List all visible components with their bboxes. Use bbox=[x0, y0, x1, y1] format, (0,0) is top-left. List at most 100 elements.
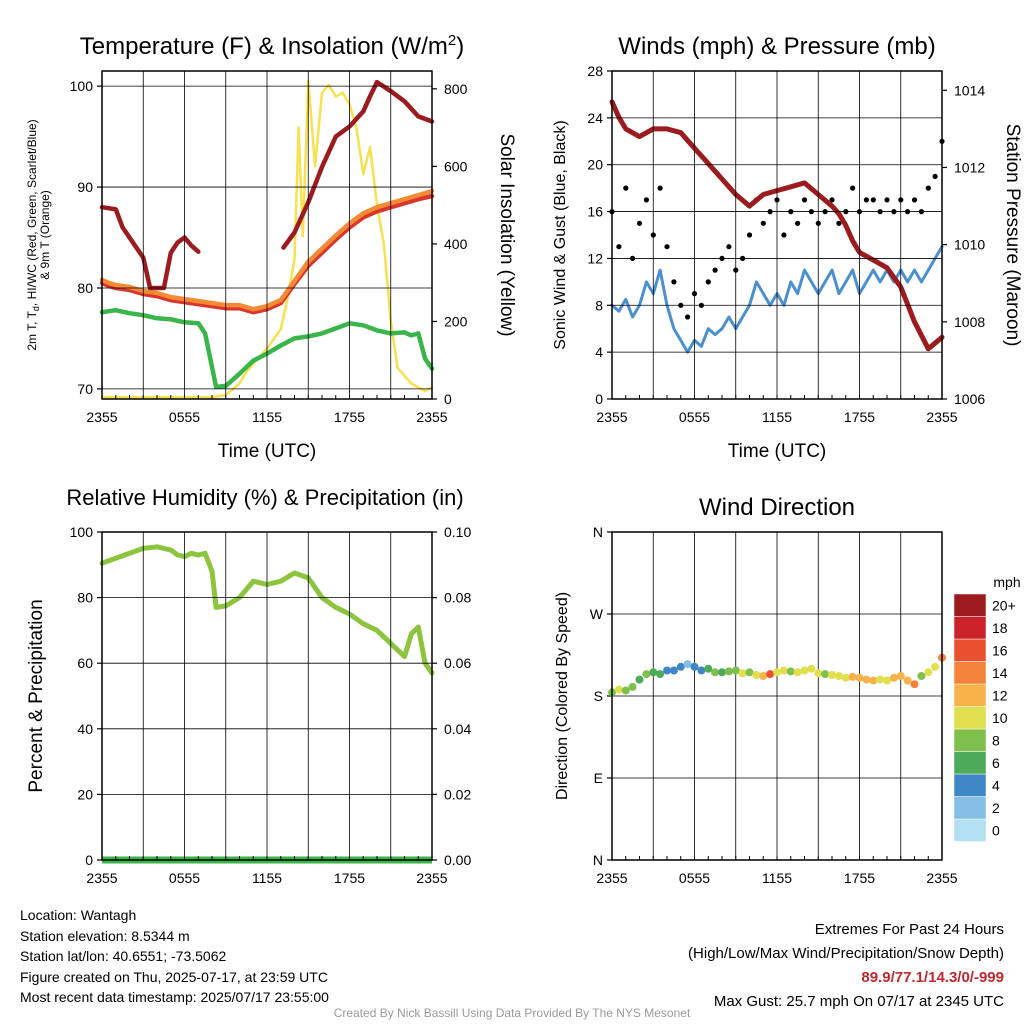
x-tick-label: 0555 bbox=[679, 870, 710, 886]
y-tick-label: 80 bbox=[77, 590, 93, 606]
max-gust-text: Max Gust: 25.7 mph On 07/17 at 2345 UTC bbox=[713, 993, 1004, 1010]
x-tick-label: 1155 bbox=[762, 870, 792, 886]
svg-text:2m T, Td, HI/WC (Red, Green, S: 2m T, Td, HI/WC (Red, Green, Scarlet/Blu… bbox=[25, 119, 41, 350]
y2-tick-label: 0.00 bbox=[444, 852, 471, 868]
temperature-series-line bbox=[99, 204, 201, 291]
gust-point bbox=[884, 197, 890, 203]
plot-frame-3 bbox=[611, 531, 943, 861]
direction-point bbox=[793, 668, 802, 677]
legend-label: 4 bbox=[992, 777, 1000, 793]
gust-point bbox=[726, 244, 732, 250]
chart-title: Temperature (F) & Insolation (W/m2) bbox=[80, 32, 464, 60]
x-tick-label: 1755 bbox=[844, 409, 875, 425]
temperature-series-line bbox=[99, 193, 435, 315]
station-info: Location: Wantagh Station elevation: 8.5… bbox=[20, 905, 329, 1008]
direction-point bbox=[910, 680, 919, 689]
direction-point bbox=[731, 666, 740, 675]
extremes-info: Extremes For Past 24 Hours (High/Low/Max… bbox=[688, 918, 1004, 1014]
y-tick-label: N bbox=[593, 524, 603, 540]
x-tick-label: 2355 bbox=[416, 870, 447, 886]
pressure-line bbox=[609, 99, 945, 352]
x-tick-label: 2355 bbox=[86, 409, 117, 425]
y-tick-label: 80 bbox=[77, 280, 93, 296]
gust-point bbox=[925, 185, 931, 191]
direction-point bbox=[628, 682, 637, 691]
legend-label: 16 bbox=[992, 642, 1008, 658]
legend-swatch bbox=[953, 593, 987, 617]
y-tick-label: 40 bbox=[77, 721, 93, 737]
y-tick-label: W bbox=[590, 606, 604, 622]
plot-frame-2 bbox=[101, 531, 433, 861]
y-tick-label: 24 bbox=[587, 110, 603, 126]
direction-point bbox=[800, 666, 809, 675]
x-tick-label: 2355 bbox=[416, 409, 447, 425]
legend-swatch bbox=[953, 683, 987, 707]
y-tick-label: 20 bbox=[587, 157, 603, 173]
direction-point bbox=[697, 666, 706, 675]
gust-point bbox=[705, 279, 711, 285]
x-tick-label: 0555 bbox=[169, 870, 200, 886]
y2-tick-label: 0.10 bbox=[444, 524, 471, 540]
y2-tick-label: 0.08 bbox=[444, 590, 471, 606]
gust-point bbox=[623, 185, 629, 191]
x-tick-label: 2355 bbox=[926, 870, 957, 886]
gust-point bbox=[671, 279, 677, 285]
gust-point bbox=[712, 267, 718, 273]
x-axis-label: Time (UTC) bbox=[728, 441, 827, 462]
elevation-text: Station elevation: 8.5344 m bbox=[20, 927, 190, 944]
extremes-title: Extremes For Past 24 Hours bbox=[814, 921, 1004, 938]
direction-point bbox=[766, 670, 775, 679]
y-tick-label: 0 bbox=[85, 852, 93, 868]
gust-point bbox=[746, 232, 753, 238]
x-axis-label: Time (UTC) bbox=[218, 441, 317, 462]
legend-label: 20+ bbox=[992, 597, 1016, 613]
y-tick-label: 0 bbox=[595, 391, 603, 407]
gust-point bbox=[850, 185, 856, 191]
plot-frame-0 bbox=[101, 70, 433, 400]
direction-point bbox=[903, 676, 912, 685]
y2-tick-label: 1010 bbox=[954, 237, 985, 253]
y2-axis-label: Solar Insolation (Yellow) bbox=[496, 133, 517, 336]
location-text: Location: Wantagh bbox=[20, 907, 137, 923]
gust-point bbox=[636, 220, 643, 226]
gust-point bbox=[760, 220, 766, 226]
y-axis-label: Percent & Precipitation bbox=[26, 599, 47, 792]
direction-point bbox=[855, 673, 864, 682]
gust-point bbox=[801, 197, 808, 203]
direction-point bbox=[656, 670, 665, 679]
y2-axis-label: Station Pressure (Maroon) bbox=[1002, 124, 1023, 347]
y-tick-label: 70 bbox=[77, 381, 93, 397]
insolation-line bbox=[100, 79, 434, 399]
gust-point bbox=[836, 220, 842, 226]
legend-label: 6 bbox=[992, 755, 1000, 771]
direction-point bbox=[883, 676, 891, 685]
direction-point bbox=[663, 666, 671, 675]
gust-point bbox=[781, 232, 787, 238]
legend-label: 14 bbox=[992, 665, 1008, 681]
x-tick-label: 2355 bbox=[926, 409, 957, 425]
direction-point bbox=[889, 673, 898, 682]
legend-label: 2 bbox=[992, 800, 1000, 816]
direction-point bbox=[649, 668, 658, 677]
gust-point bbox=[932, 173, 938, 179]
direction-point bbox=[917, 672, 926, 680]
extremes-subtitle: (High/Low/Max Wind/Precipitation/Snow De… bbox=[688, 945, 1004, 962]
direction-point bbox=[752, 671, 761, 679]
gust-point bbox=[685, 314, 691, 320]
legend-swatch bbox=[953, 661, 987, 685]
y-tick-label: 60 bbox=[77, 655, 93, 671]
legend-label: 18 bbox=[992, 620, 1008, 636]
x-tick-label: 1755 bbox=[334, 409, 365, 425]
direction-point bbox=[807, 664, 816, 673]
direction-point bbox=[669, 666, 678, 675]
y2-tick-label: 1014 bbox=[954, 82, 985, 98]
direction-point bbox=[683, 660, 692, 669]
direction-point bbox=[759, 672, 768, 680]
direction-point bbox=[786, 667, 795, 676]
gust-point bbox=[829, 197, 835, 203]
latlon-text: Station lat/lon: 40.6551; -73.5062 bbox=[20, 948, 227, 964]
temperature-series-line bbox=[99, 307, 435, 390]
gust-point bbox=[911, 197, 918, 203]
y-axis-label: Sonic Wind & Gust (Blue, Black) bbox=[552, 120, 569, 349]
direction-point bbox=[848, 672, 857, 681]
